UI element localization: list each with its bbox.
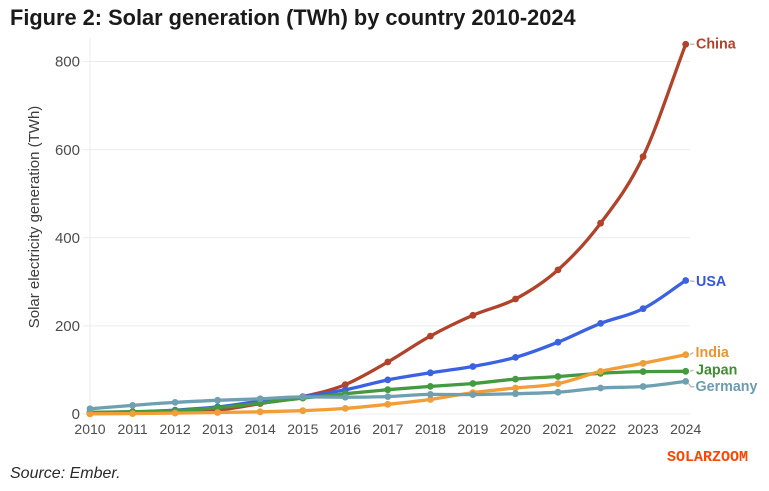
svg-text:600: 600 xyxy=(55,142,80,159)
svg-text:2020: 2020 xyxy=(500,421,531,437)
svg-text:2017: 2017 xyxy=(372,421,403,437)
svg-text:2023: 2023 xyxy=(628,421,659,437)
svg-text:2021: 2021 xyxy=(542,421,573,437)
svg-text:400: 400 xyxy=(55,230,80,247)
svg-text:2013: 2013 xyxy=(202,421,233,437)
svg-text:2024: 2024 xyxy=(670,421,701,437)
svg-text:2011: 2011 xyxy=(118,421,148,437)
svg-text:200: 200 xyxy=(55,318,80,335)
svg-text:India: India xyxy=(696,345,730,361)
svg-text:800: 800 xyxy=(55,54,80,71)
svg-text:Germany: Germany xyxy=(696,379,758,395)
svg-text:2010: 2010 xyxy=(74,421,105,437)
svg-text:Solar electricity generation (: Solar electricity generation (TWh) xyxy=(26,106,43,329)
svg-text:China: China xyxy=(696,37,737,53)
svg-text:2022: 2022 xyxy=(585,421,616,437)
svg-text:2012: 2012 xyxy=(160,421,191,437)
svg-text:0: 0 xyxy=(72,406,80,423)
svg-text:2014: 2014 xyxy=(245,421,276,437)
svg-text:2016: 2016 xyxy=(330,421,361,437)
svg-text:2015: 2015 xyxy=(287,421,318,437)
svg-text:2019: 2019 xyxy=(457,421,488,437)
svg-text:2018: 2018 xyxy=(415,421,446,437)
svg-text:Japan: Japan xyxy=(696,362,737,378)
svg-text:USA: USA xyxy=(696,274,726,290)
